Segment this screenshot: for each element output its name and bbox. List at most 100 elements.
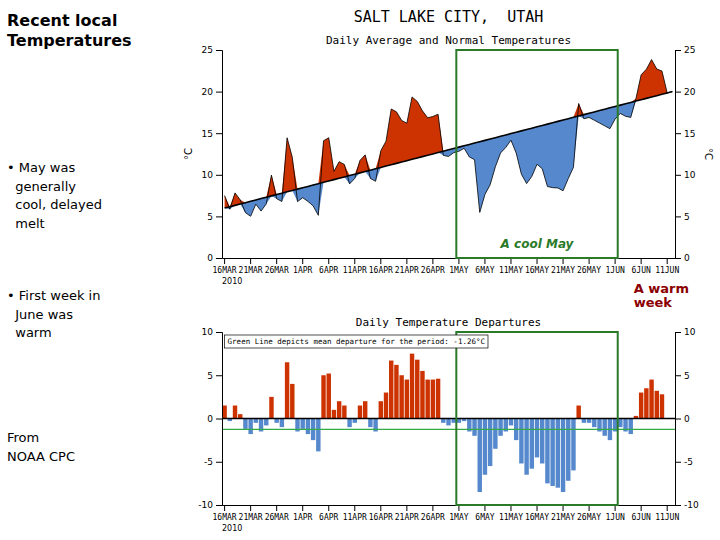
x-tick-mark	[667, 505, 668, 511]
side-heading-line: Recent local	[7, 11, 117, 30]
y2-tick-label: 5	[684, 212, 690, 222]
x-tick-label: 6JUN	[632, 513, 651, 522]
y2-tick-mark	[675, 258, 681, 259]
bar	[431, 380, 435, 419]
bar	[644, 388, 648, 418]
x-tick: 6APR	[319, 505, 338, 522]
x-tick-mark	[432, 505, 433, 511]
x-tick: 11APR	[343, 258, 367, 275]
fill-above	[225, 60, 673, 209]
x-tick-label: 26MAY	[577, 513, 601, 522]
y2-tick-mark	[675, 332, 681, 333]
y-tick: 10	[202, 327, 222, 337]
x-tick-label: 16APR	[369, 266, 393, 275]
y-tick-mark	[216, 175, 222, 176]
y2-tick-label: 20	[684, 87, 696, 97]
highlight-label: A cool May	[500, 237, 575, 251]
bar	[233, 406, 237, 419]
bar	[389, 361, 393, 419]
bar	[415, 360, 419, 419]
x-tick-label: 16MAY	[525, 513, 549, 522]
annotation-line: A warm	[634, 281, 689, 296]
main-title: SALT LAKE CITY, UTAH	[354, 8, 544, 26]
y2-tick-label: 5	[684, 371, 690, 381]
y2-tick-label: -10	[684, 500, 699, 510]
y2-tick: 0	[675, 253, 690, 263]
x-tick-label: 16APR	[369, 513, 393, 522]
x-tick-mark	[380, 258, 381, 264]
bar	[493, 419, 497, 449]
highlight-box	[456, 332, 617, 505]
y2-tick-mark	[675, 216, 681, 217]
note-box	[225, 335, 488, 348]
y-tick: -5	[204, 457, 222, 467]
y2-tick-label: 0	[684, 414, 690, 424]
x-tick-label: 16MAR	[213, 513, 237, 522]
y2-tick-mark	[675, 133, 681, 134]
x-tick-label: 21MAY	[551, 266, 575, 275]
x-tick: 26APR	[421, 258, 445, 275]
bar	[576, 406, 580, 419]
x-tick-label: 6MAY	[475, 513, 494, 522]
side-text-line: generally	[7, 179, 76, 194]
bar	[519, 419, 523, 464]
x-tick-mark	[328, 505, 329, 511]
side-text-line: • First week in	[7, 288, 100, 303]
annotation: A warmweek	[634, 281, 689, 310]
bar	[524, 419, 528, 475]
bar	[540, 419, 544, 464]
y2-tick: 5	[675, 371, 690, 381]
year-label: 2010	[222, 277, 242, 286]
y2-axis-title: °C	[703, 148, 714, 160]
bar	[535, 419, 539, 458]
x-tick-mark	[354, 505, 355, 511]
x-tick-label: 11APR	[343, 513, 367, 522]
x-tick: 16MAY	[525, 258, 549, 275]
y-axis: 0510152025	[202, 45, 223, 263]
x-tick-mark	[276, 505, 277, 511]
highlight-box	[456, 50, 617, 258]
bar	[436, 379, 440, 419]
side-text-line: warm	[7, 325, 52, 340]
figure: 16MAR21MAR26MAR1APR6APR11APR16APR21APR26…	[0, 0, 720, 540]
y-axis-line	[216, 333, 223, 506]
x-tick: 16APR	[369, 258, 393, 275]
x-tick-label: 1MAY	[449, 266, 468, 275]
x-tick-label: 21MAY	[551, 513, 575, 522]
bar	[358, 406, 362, 419]
x-tick-label: 16MAY	[525, 266, 549, 275]
y-tick-mark	[216, 258, 222, 259]
bar	[327, 374, 331, 419]
bar	[660, 394, 664, 418]
y2-tick: 15	[675, 129, 695, 139]
y-axis-line	[216, 51, 223, 259]
bar	[649, 380, 653, 419]
bar	[446, 419, 450, 426]
bar	[399, 375, 403, 418]
x-tick: 1JUN	[605, 505, 624, 522]
bar	[498, 419, 502, 436]
side-text-line: NOAA CPC	[7, 449, 75, 464]
y2-tick: 0	[675, 414, 690, 424]
y-tick-label: 10	[202, 170, 214, 180]
y2-tick-label: 10	[684, 327, 696, 337]
x-tick-label: 6MAY	[475, 266, 494, 275]
side-text: FromNOAA CPC	[7, 430, 75, 464]
x-tick: 21MAR	[239, 505, 263, 522]
bar	[420, 371, 424, 419]
bar	[550, 419, 554, 486]
bar	[530, 419, 534, 469]
x-tick: 11JUN	[655, 505, 679, 522]
x-tick: 1MAY	[449, 258, 468, 275]
x-tick: 1APR	[293, 505, 312, 522]
x-tick-label: 6JUN	[632, 266, 651, 275]
bar	[472, 419, 476, 436]
bar	[545, 419, 549, 484]
x-tick-label: 21MAR	[239, 513, 263, 522]
x-tick-mark	[302, 505, 303, 511]
x-tick-mark	[276, 258, 277, 264]
y-tick: 15	[202, 129, 222, 139]
x-tick: 11APR	[343, 505, 367, 522]
bar	[306, 419, 310, 435]
reference-line	[222, 429, 675, 430]
